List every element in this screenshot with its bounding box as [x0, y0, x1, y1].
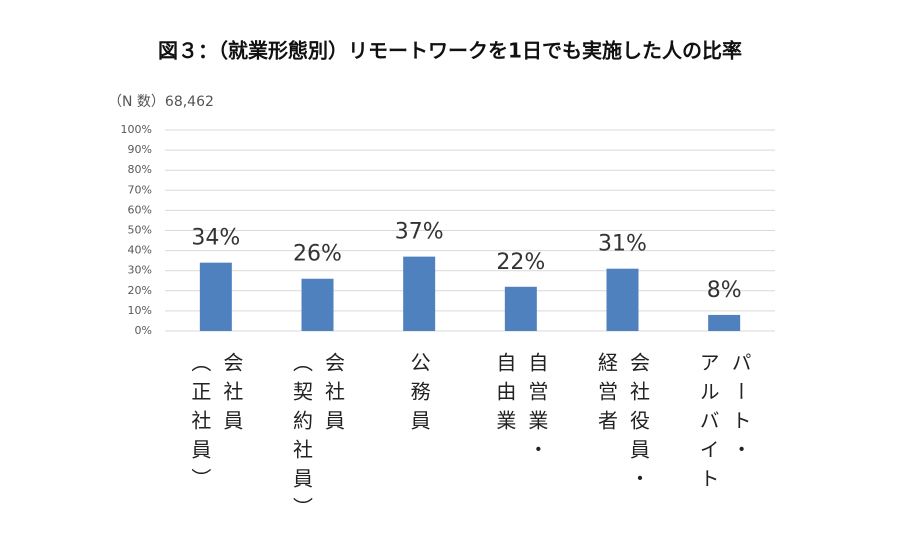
- y-tick-label: 90%: [128, 143, 152, 156]
- y-tick-label: 10%: [128, 304, 152, 317]
- y-tick-label: 50%: [128, 224, 152, 237]
- sample-note: （N 数）68,462: [108, 94, 214, 110]
- y-tick-label: 80%: [128, 163, 152, 176]
- x-tick-label: 会社員 （契約社員）: [289, 352, 346, 526]
- value-label: 31%: [598, 232, 647, 257]
- y-tick-label: 20%: [128, 284, 152, 297]
- y-tick-label: 60%: [128, 203, 152, 216]
- y-tick-label: 30%: [128, 264, 152, 277]
- y-tick-label: 100%: [121, 123, 152, 136]
- value-label: 26%: [293, 242, 342, 267]
- value-label: 34%: [191, 226, 240, 251]
- chart-title: 図３：（就業形態別）リモートワークを1日でも実施した人の比率: [158, 39, 742, 63]
- x-tick-label: 公務員: [407, 352, 432, 439]
- x-tick-label: 自営業・ 自由業: [492, 352, 549, 468]
- bar: [708, 314, 741, 331]
- bar: [403, 256, 436, 331]
- bar: [301, 278, 334, 331]
- value-label: 22%: [496, 250, 545, 275]
- y-tick-label: 70%: [128, 183, 152, 196]
- value-label: 8%: [707, 278, 742, 303]
- bar: [504, 286, 537, 331]
- y-tick-label: 0%: [135, 324, 152, 337]
- x-tick-label: パート・ アルバイト: [696, 352, 753, 497]
- x-tick-label: 会社役員・ 経営者: [594, 352, 651, 497]
- value-label: 37%: [395, 220, 444, 245]
- y-tick-label: 40%: [128, 244, 152, 257]
- bar: [199, 262, 232, 331]
- bar: [606, 268, 639, 331]
- x-tick-label: 会社員 （正社員）: [187, 352, 244, 497]
